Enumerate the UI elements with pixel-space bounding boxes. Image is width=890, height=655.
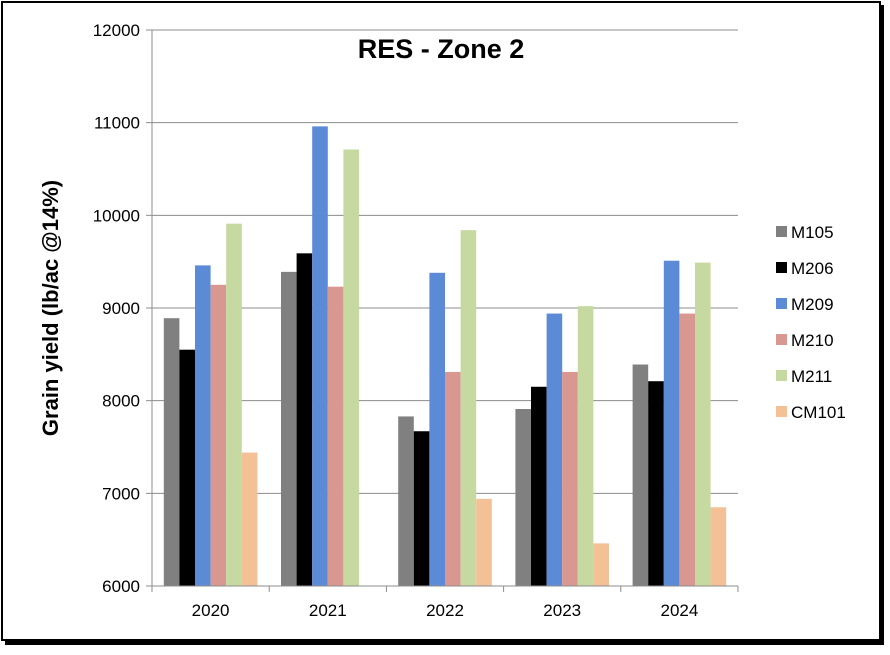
x-tick-label: 2021 — [309, 601, 347, 620]
bar-m209-2021 — [312, 126, 328, 586]
x-tick-label: 2024 — [660, 601, 698, 620]
bar-m209-2022 — [429, 272, 445, 586]
bar-m105-2022 — [398, 416, 414, 586]
legend-swatch-m209 — [776, 298, 787, 309]
y-tick-label: 12000 — [93, 21, 140, 40]
bar-m105-2024 — [632, 364, 649, 586]
axes: 6000 7000 8000 9000 10000 11000 12000 2020 2021 2… — [93, 21, 739, 620]
legend-label-m209: M209 — [791, 295, 834, 314]
bar-m209-2023 — [546, 313, 563, 586]
bar-m210-2021 — [327, 286, 344, 586]
legend-label-m211: M211 — [791, 367, 832, 386]
bar-m211-2021 — [343, 149, 359, 587]
legend-swatch-m105 — [776, 226, 787, 237]
chart-title: RES - Zone 2 — [358, 34, 525, 64]
bar-cm101-2024 — [710, 507, 727, 586]
y-tick-label: 9000 — [102, 299, 140, 318]
y-tick-label: 11000 — [94, 114, 140, 133]
bar-m105-2021 — [281, 271, 297, 586]
legend-label-m206: M206 — [791, 259, 834, 278]
bar-m206-2020 — [179, 349, 195, 586]
legend-label-cm101: CM101 — [791, 403, 846, 422]
bar-cm101-2020 — [241, 452, 258, 586]
legend: M105 M206 M209 M210 M211 CM101 — [776, 223, 846, 422]
legend-label-m210: M210 — [791, 331, 834, 350]
y-axis-label: Grain yield (lb/ac @14%) — [38, 180, 63, 436]
bar-m210-2023 — [562, 371, 578, 586]
bar-m206-2021 — [296, 253, 313, 586]
bar-m209-2020 — [195, 265, 211, 586]
bar-m210-2020 — [210, 284, 227, 586]
bar-cm101-2023 — [593, 543, 609, 586]
bars — [163, 126, 727, 587]
legend-swatch-m206 — [776, 262, 787, 273]
bar-m209-2024 — [663, 260, 680, 586]
legend-swatch-m211 — [776, 370, 787, 381]
y-tick-label: 6000 — [102, 577, 140, 596]
x-tick-label: 2020 — [192, 601, 230, 620]
y-tick-label: 7000 — [102, 484, 140, 503]
bar-cm101-2022 — [476, 498, 492, 586]
x-tick-label: 2022 — [426, 601, 464, 620]
legend-label-m105: M105 — [791, 223, 834, 242]
bar-m105-2023 — [515, 409, 531, 586]
bar-m211-2023 — [577, 306, 594, 586]
bar-m210-2024 — [679, 313, 695, 586]
bar-m211-2020 — [226, 223, 242, 586]
bar-m105-2020 — [163, 318, 180, 586]
legend-swatch-m210 — [776, 334, 787, 345]
legend-swatch-cm101 — [776, 406, 787, 417]
bar-m210-2022 — [445, 371, 461, 586]
y-tick-label: 10000 — [93, 206, 140, 225]
bar-m206-2022 — [413, 431, 430, 586]
bar-m211-2024 — [695, 262, 711, 586]
bar-m206-2023 — [531, 386, 547, 586]
x-tick-label: 2023 — [543, 601, 581, 620]
bar-m211-2022 — [460, 230, 477, 586]
bar-m206-2024 — [648, 381, 664, 586]
y-tick-label: 8000 — [102, 392, 140, 411]
